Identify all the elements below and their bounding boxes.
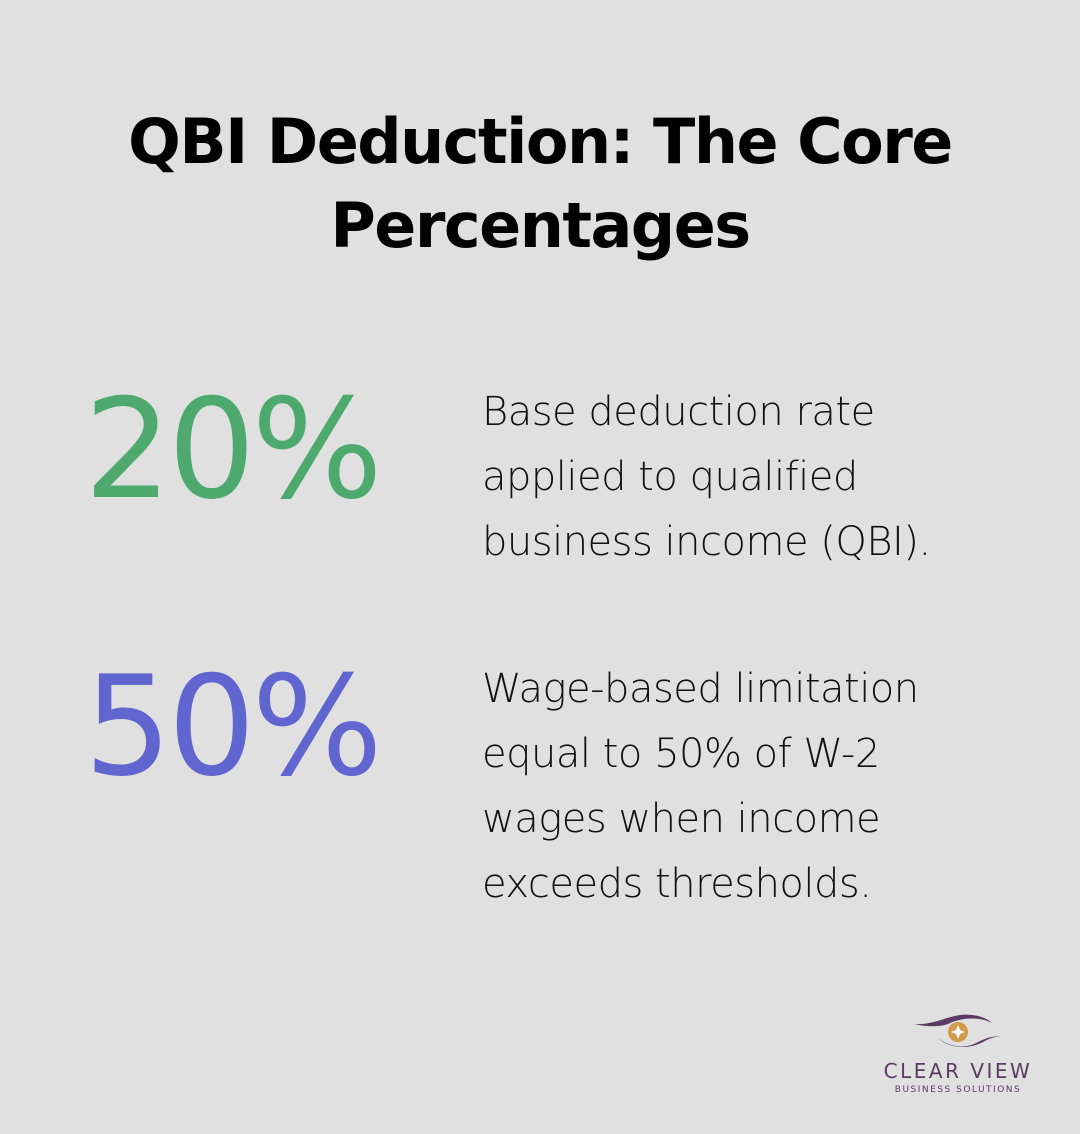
company-logo: CLEAR VIEW BUSINESS SOLUTIONS <box>866 1012 1050 1096</box>
stat-description: Base deduction rate applied to qualified b… <box>482 389 931 565</box>
eye-star-icon <box>914 1014 1002 1047</box>
page-title: QBI Deduction: The Core Percentages <box>128 105 953 262</box>
stat-value: 20% <box>84 369 383 530</box>
stat-value: 50% <box>84 646 383 807</box>
logo-tagline: BUSINESS SOLUTIONS <box>894 1085 1022 1095</box>
stat-description: Wage-based limitation equal to 50% of W-2… <box>482 666 919 907</box>
logo-name: CLEAR VIEW <box>883 1059 1033 1083</box>
